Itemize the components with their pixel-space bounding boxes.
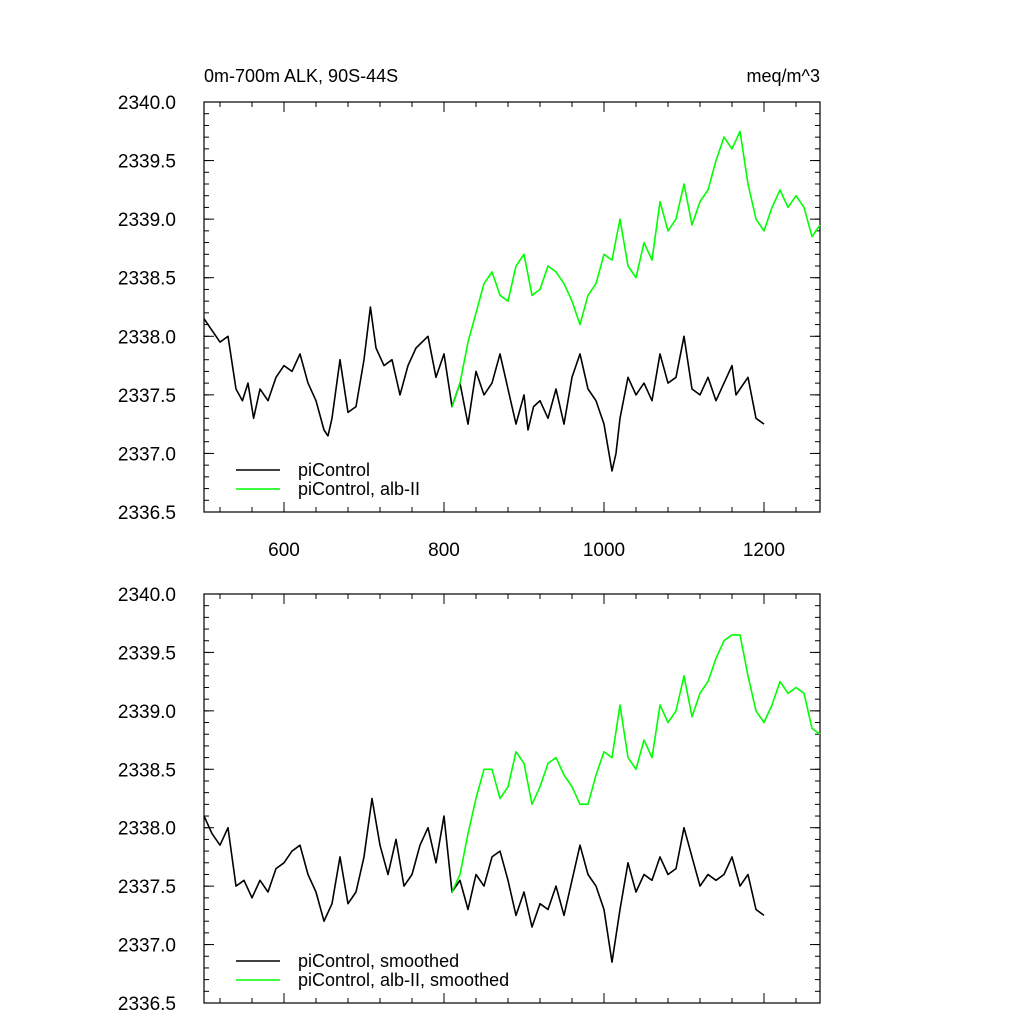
y-tick-label: 2339.0 — [118, 210, 176, 231]
x-tick-label: 800 — [428, 540, 460, 561]
y-tick-label: 2336.5 — [118, 503, 176, 524]
bottom-panel: 2336.5 2337.0 2337.5 2338.0 2338.5 2339.0 2339… — [118, 585, 821, 1015]
y-tick-label: 2337.5 — [118, 877, 176, 898]
chart-title: 0m-700m ALK, 90S-44S — [204, 66, 398, 86]
series-line-picontrol — [203, 306, 765, 472]
y-tick-label: 2336.5 — [118, 994, 176, 1015]
legend-label: piControl — [298, 460, 370, 480]
legend-label: piControl, smoothed — [298, 951, 459, 971]
x-tick-label: 600 — [268, 540, 300, 561]
y-tick-label: 2339.0 — [118, 702, 176, 723]
series-line-alb-ii — [451, 634, 821, 893]
y-tick-label: 2339.5 — [118, 152, 176, 173]
legend-label: piControl, alb-II — [298, 479, 420, 499]
units-label: meq/m^3 — [747, 66, 820, 86]
y-tick-label: 2340.0 — [118, 93, 176, 114]
x-tick-label: 1000 — [583, 540, 625, 561]
y-tick-label: 2339.5 — [118, 643, 176, 664]
plot-frame — [203, 593, 821, 1004]
y-tick-label: 2337.5 — [118, 386, 176, 407]
series-line-alb-ii — [451, 130, 821, 407]
y-tick-label: 2338.5 — [118, 760, 176, 781]
y-tick-label: 2340.0 — [118, 585, 176, 606]
y-tick-label: 2337.0 — [118, 936, 176, 957]
plot-frame — [203, 101, 821, 513]
top-panel: 2336.5 2337.0 2337.5 2338.0 2338.5 2339.0 2339… — [118, 93, 821, 561]
y-tick-label: 2338.0 — [118, 819, 176, 840]
y-tick-label: 2338.5 — [118, 269, 176, 290]
legend-label: piControl, alb-II, smoothed — [298, 970, 509, 990]
y-tick-label: 2337.0 — [118, 444, 176, 465]
y-tick-label: 2338.0 — [118, 327, 176, 348]
series-line-picontrol — [203, 797, 765, 963]
x-tick-label: 1200 — [743, 540, 785, 561]
